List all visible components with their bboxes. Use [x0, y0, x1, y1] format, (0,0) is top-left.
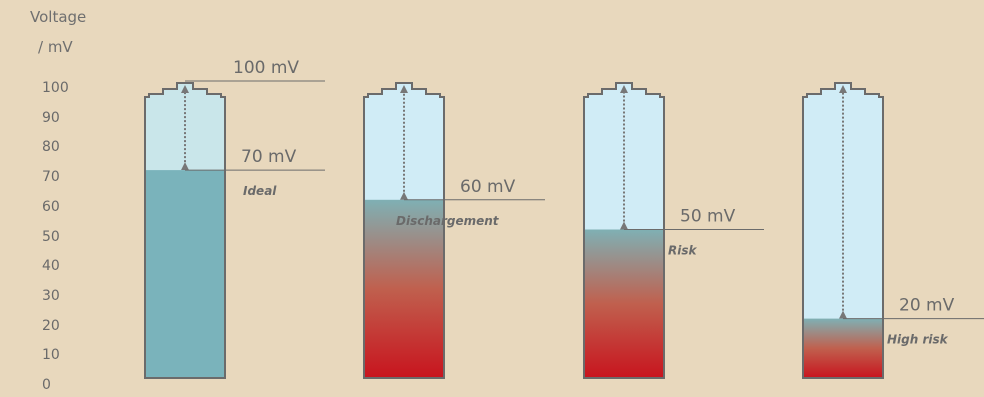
- voltage-reading-label: 60 mV: [460, 177, 516, 197]
- status-label: High risk: [887, 333, 949, 347]
- cell-charge-fill: [584, 229, 664, 378]
- cell-charge-fill: [803, 318, 883, 378]
- voltage-reading-label: 70 mV: [241, 147, 297, 167]
- battery-cell-outline: [144, 82, 226, 379]
- voltage-reading-label: 50 mV: [680, 207, 736, 227]
- status-label: Ideal: [243, 184, 277, 198]
- cell-charge-fill: [364, 199, 444, 378]
- y-tick: 70: [42, 169, 60, 185]
- battery-cell-outline: [363, 82, 445, 379]
- y-axis-label-line1: Voltage: [30, 8, 87, 26]
- reference-value-label: 100 mV: [233, 58, 299, 78]
- y-axis-label-line2: / mV: [38, 38, 73, 56]
- y-tick: 90: [42, 110, 60, 126]
- y-tick: 50: [42, 229, 60, 245]
- y-tick: 100: [42, 80, 69, 96]
- cell-charge-fill: [145, 170, 225, 378]
- y-tick: 0: [42, 377, 51, 393]
- battery-cell-outline: [583, 82, 665, 379]
- voltage-reading-label: 20 mV: [899, 296, 955, 316]
- status-label: Risk: [668, 244, 697, 258]
- y-tick: 40: [42, 258, 60, 274]
- battery-cell-outline: [802, 82, 884, 379]
- y-tick: 30: [42, 288, 60, 304]
- y-tick: 60: [42, 199, 60, 215]
- y-tick: 10: [42, 347, 60, 363]
- status-label: Dischargement: [396, 214, 500, 228]
- y-tick: 20: [42, 318, 60, 334]
- y-tick: 80: [42, 139, 60, 155]
